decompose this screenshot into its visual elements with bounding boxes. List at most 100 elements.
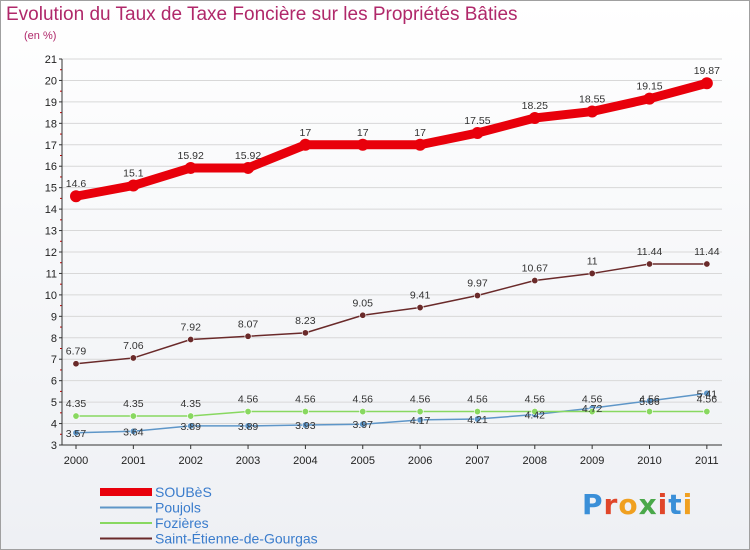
logo-letter: o	[618, 488, 639, 521]
data-label-0: 15.92	[178, 150, 204, 162]
data-label-1: 4.17	[410, 415, 431, 427]
data-label-0: 17	[414, 127, 426, 139]
data-label-0: 18.25	[522, 100, 548, 112]
data-label-3: 10.67	[522, 263, 548, 275]
chart-title: Evolution du Taux de Taxe Foncière sur l…	[6, 4, 518, 25]
data-label-0: 19.87	[694, 65, 720, 77]
data-point-3	[244, 332, 252, 340]
y-tick-label: 20	[45, 75, 57, 87]
data-point-0	[528, 111, 541, 124]
data-label-1: 3.64	[123, 426, 144, 438]
data-label-3: 9.05	[353, 297, 374, 309]
y-tick-label: 11	[46, 268, 57, 280]
data-point-2	[531, 408, 539, 416]
data-label-3: 8.07	[238, 318, 259, 330]
data-point-3	[359, 311, 367, 319]
data-label-0: 17	[300, 127, 312, 139]
data-point-3	[588, 269, 596, 277]
data-label-2: 4.56	[410, 394, 431, 406]
series-points	[70, 77, 713, 437]
data-label-2: 4.56	[639, 394, 660, 406]
data-point-3	[645, 260, 653, 268]
data-point-1	[416, 416, 424, 424]
data-point-2	[129, 412, 137, 420]
x-tick-label: 2011	[695, 455, 719, 467]
series-line-0	[71, 78, 712, 201]
data-label-0: 17.55	[464, 115, 490, 127]
data-label-2: 4.35	[180, 398, 201, 410]
data-point-0	[70, 190, 82, 203]
data-point-1	[301, 421, 309, 429]
data-label-2: 4.35	[66, 398, 87, 410]
data-point-2	[416, 408, 424, 416]
x-tick-label: 2002	[178, 455, 202, 467]
data-point-0	[127, 179, 140, 192]
data-point-2	[703, 408, 711, 416]
data-point-0	[299, 138, 312, 151]
y-tick-label: 17	[45, 140, 57, 152]
legend-label-1: Poujols	[155, 500, 201, 516]
series-line-3	[75, 263, 708, 365]
data-point-0	[414, 138, 427, 151]
y-tick-label: 4	[51, 419, 57, 431]
data-label-3: 6.79	[66, 346, 87, 358]
y-tick-label: 9	[51, 311, 57, 323]
data-label-1: 4.42	[525, 410, 546, 422]
x-tick-label: 2010	[637, 455, 661, 467]
data-point-3	[416, 304, 424, 312]
data-label-0: 19.15	[636, 81, 662, 93]
y-tick-label: 15	[45, 183, 57, 195]
logo-letter: x	[638, 488, 658, 521]
x-tick-label: 2008	[523, 455, 547, 467]
data-label-1: 3.93	[295, 420, 316, 432]
data-point-1	[645, 397, 653, 405]
logo-letter: t	[668, 488, 683, 521]
data-point-0	[643, 92, 656, 105]
series-line-1	[75, 392, 708, 434]
data-label-2: 4.56	[467, 394, 488, 406]
data-point-1	[244, 422, 252, 430]
data-label-2: 4.56	[582, 394, 603, 406]
data-label-0: 15.92	[235, 150, 261, 162]
data-point-3	[473, 292, 481, 300]
data-point-1	[187, 422, 195, 430]
logo-letter: P	[582, 488, 604, 521]
y-tick-label: 3	[51, 440, 57, 452]
x-tick-label: 2003	[236, 455, 260, 467]
data-point-2	[645, 408, 653, 416]
data-point-3	[72, 360, 80, 368]
data-label-1: 5.41	[697, 388, 718, 400]
x-tick-label: 2006	[408, 455, 432, 467]
data-label-0: 14.6	[66, 178, 87, 190]
data-point-2	[588, 408, 596, 416]
data-label-1: 5.06	[639, 396, 660, 408]
data-point-0	[184, 161, 197, 174]
data-label-2: 4.56	[295, 394, 316, 406]
data-label-0: 18.55	[579, 94, 605, 106]
data-point-2	[72, 412, 80, 420]
data-point-3	[129, 354, 137, 362]
x-tick-label: 2004	[293, 455, 317, 467]
data-point-2	[473, 408, 481, 416]
data-label-3: 7.06	[123, 340, 144, 352]
grid	[62, 58, 722, 446]
data-label-3: 7.92	[180, 321, 201, 333]
data-point-1	[703, 389, 711, 397]
legend-label-3: Saint-Étienne-de-Gourgas	[155, 531, 318, 547]
y-tick-label: 12	[45, 247, 57, 259]
y-tick-label: 21	[45, 54, 57, 66]
legend: SOUBèSPoujolsFozièresSaint-Étienne-de-Go…	[100, 484, 318, 547]
x-tick-label: 2001	[121, 455, 145, 467]
data-point-0	[356, 138, 369, 151]
data-point-2	[187, 412, 195, 420]
y-tick-label: 18	[45, 118, 57, 130]
x-tick-label: 2005	[351, 455, 375, 467]
x-tick-label: 2009	[580, 455, 604, 467]
x-tick-label: 2007	[465, 455, 489, 467]
logo-letter: i	[682, 488, 694, 521]
data-point-2	[244, 408, 252, 416]
logo-letter: i	[657, 488, 669, 521]
data-label-3: 11	[587, 255, 598, 267]
data-label-1: 3.57	[66, 428, 87, 440]
